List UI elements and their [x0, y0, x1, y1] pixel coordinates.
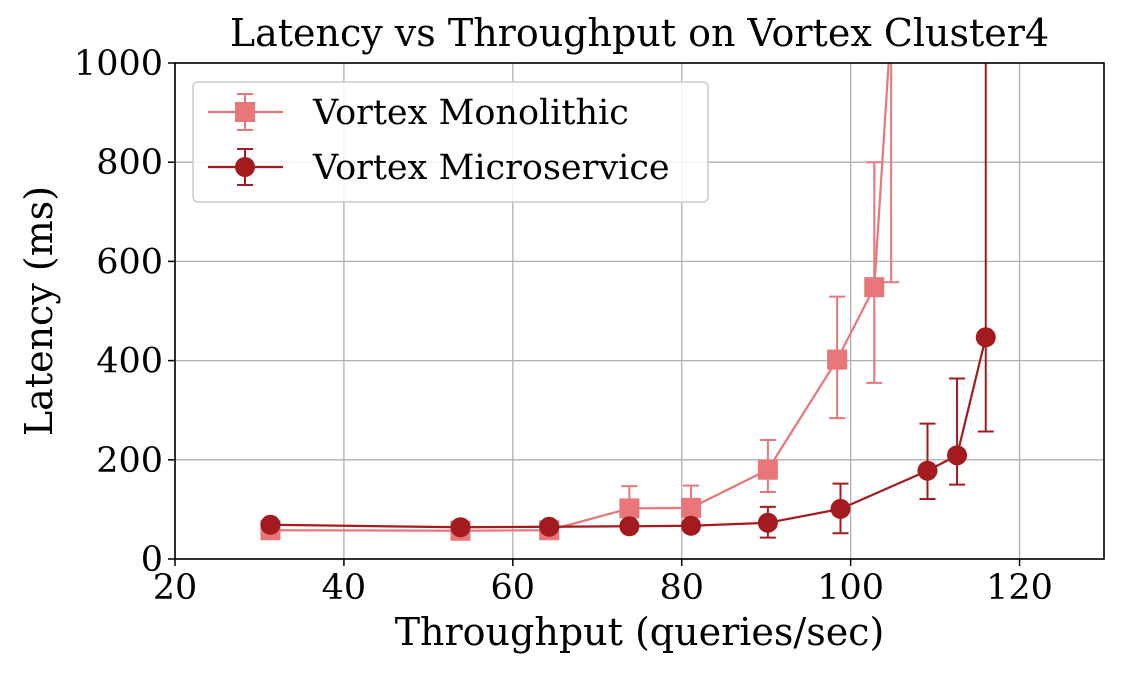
data-point: [917, 460, 938, 481]
x-axis-label: Throughput (queries/sec): [395, 610, 885, 654]
series-1: [260, 63, 996, 539]
legend-box: [192, 81, 709, 203]
y-tick-label: 1000: [74, 44, 163, 84]
series-line: [270, 337, 987, 529]
data-point: [681, 515, 702, 536]
axis-ticks: 20 40 60 80 100 120 0 200 400 600 800 1000: [74, 44, 1053, 608]
data-point: [539, 516, 560, 537]
legend-label: Vortex Monolithic: [312, 93, 629, 133]
y-tick-label: 800: [96, 143, 163, 183]
x-tick-label: 80: [659, 568, 704, 608]
y-tick-label: 600: [96, 242, 163, 282]
legend-item: Vortex Microservice: [208, 148, 670, 188]
legend-marker: [235, 157, 255, 177]
data-point: [827, 349, 848, 370]
data-point: [947, 445, 968, 466]
data-point: [619, 498, 640, 519]
plot-frame: [174, 62, 1105, 560]
x-tick-label: 120: [986, 568, 1053, 608]
x-tick-label: 100: [817, 568, 884, 608]
y-tick-label: 400: [96, 342, 163, 382]
data-point: [260, 514, 281, 535]
legend-item: Vortex Monolithic: [208, 93, 629, 133]
legend-marker: [235, 102, 255, 122]
legend: Vortex Monolithic Vortex Microservice: [192, 81, 709, 203]
data-point: [864, 277, 885, 298]
plot-area: [260, 63, 996, 541]
y-tick-label: 200: [96, 441, 163, 481]
y-axis-label: Latency (ms): [17, 186, 61, 436]
y-tick-label: 0: [141, 540, 163, 580]
x-tick-label: 20: [153, 568, 198, 608]
data-point: [450, 517, 471, 538]
data-point: [830, 498, 851, 519]
series-group: [260, 63, 996, 541]
data-point: [619, 516, 640, 537]
data-point: [681, 497, 702, 518]
data-point: [757, 512, 778, 533]
legend-label: Vortex Microservice: [312, 148, 670, 188]
data-point: [975, 327, 996, 348]
x-tick-label: 40: [322, 568, 367, 608]
chart-title: Latency vs Throughput on Vortex Cluster4: [230, 11, 1049, 55]
data-point: [757, 459, 778, 480]
x-tick-label: 60: [491, 568, 536, 608]
